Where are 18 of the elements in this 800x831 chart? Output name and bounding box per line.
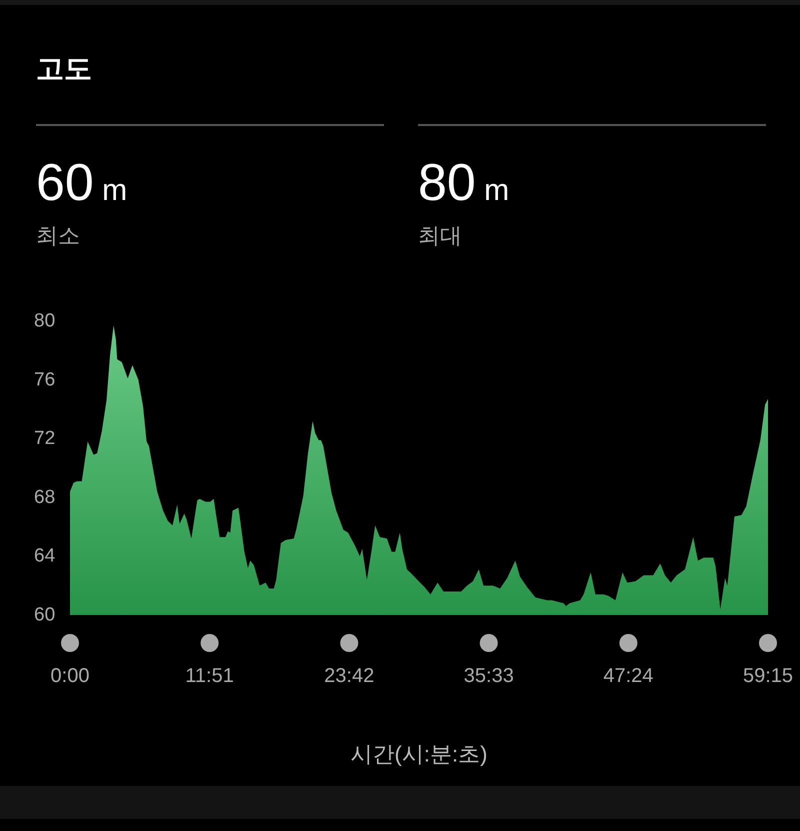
y-tick-label: 60 bbox=[34, 604, 56, 626]
x-tick-label: 0:00 bbox=[50, 665, 90, 687]
text: 60 m bbox=[36, 154, 128, 212]
y-tick-label: 68 bbox=[34, 486, 56, 508]
x-tick-label: 35:33 bbox=[464, 665, 514, 687]
y-tick-label: 76 bbox=[34, 369, 56, 390]
text: 최대 bbox=[418, 223, 462, 248]
text: 최소 bbox=[36, 223, 80, 248]
chart-title: 고도 bbox=[36, 53, 92, 84]
y-tick-label: 80 bbox=[34, 310, 56, 332]
x-tick-label: 47:24 bbox=[603, 665, 654, 687]
y-tick-label: 72 bbox=[34, 428, 56, 450]
x-axis-title: 시간(시:분:초) bbox=[350, 742, 488, 766]
y-tick-label: 64 bbox=[34, 546, 56, 567]
x-tick-label: 23:42 bbox=[324, 665, 374, 687]
text: 80 m bbox=[418, 154, 510, 212]
x-tick-label: 59:15 bbox=[742, 665, 794, 687]
x-tick-label: 11:51 bbox=[185, 665, 234, 687]
